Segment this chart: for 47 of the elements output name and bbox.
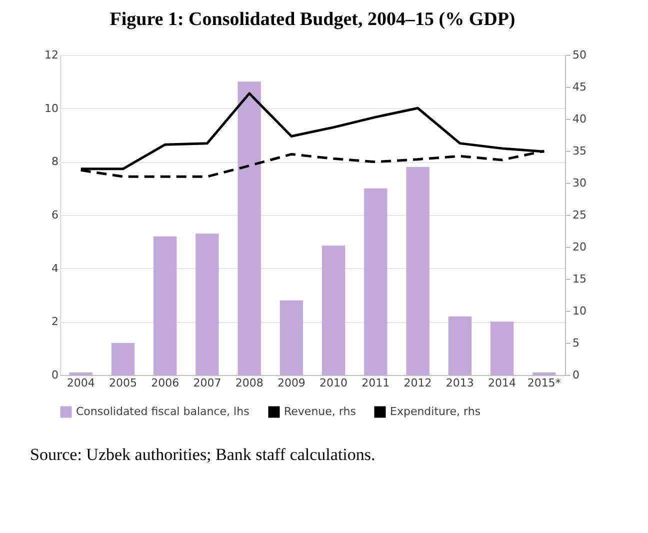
- x-tick-label: 2009: [277, 376, 306, 390]
- bar: [196, 234, 219, 375]
- x-tick-label: 2005: [108, 376, 137, 390]
- bar: [69, 372, 92, 375]
- y2-tick-label: 25: [572, 208, 586, 222]
- bar: [280, 300, 304, 375]
- bar: [322, 246, 346, 375]
- x-tick-label: 2013: [446, 376, 474, 390]
- source-note: Source: Uzbek authorities; Bank staff calculations.: [30, 445, 376, 464]
- y2-tick-label: 5: [572, 336, 580, 350]
- y2-tick-label: 15: [572, 272, 586, 286]
- x-tick-label: 2014: [488, 376, 516, 390]
- x-tick-label: 2010: [320, 376, 348, 390]
- x-tick-label: 2015*: [527, 376, 562, 390]
- chart-title: Figure 1: Consolidated Budget, 2004–15 (% GDP): [110, 9, 516, 30]
- y-tick-label: 12: [44, 48, 58, 62]
- y-tick-label: 2: [52, 315, 58, 328]
- y2-tick-label: 10: [572, 304, 586, 318]
- bar: [532, 372, 556, 375]
- y-tick-label: 4: [52, 262, 58, 275]
- y2-tick-label: 50: [572, 48, 586, 62]
- legend-label: Revenue, rhs: [284, 405, 356, 418]
- y2-tick-label: 0: [572, 368, 580, 382]
- bar: [448, 316, 472, 375]
- y-tick-label: 10: [44, 102, 58, 115]
- y-tick-label: 8: [52, 155, 58, 168]
- bar: [154, 236, 177, 375]
- x-tick-label: 2012: [404, 376, 432, 390]
- bar: [111, 343, 135, 375]
- y2-tick-label: 35: [572, 144, 586, 158]
- y-tick-label: 6: [52, 208, 58, 222]
- y2-tick-label: 40: [572, 112, 586, 126]
- y2-tick-label: 30: [572, 176, 586, 190]
- y-tick-label: 0: [52, 368, 58, 382]
- legend-label: Consolidated fiscal balance, lhs: [76, 405, 250, 418]
- bar: [364, 188, 388, 375]
- x-tick-label: 2007: [193, 376, 222, 390]
- x-tick-label: 2008: [235, 376, 264, 390]
- legend-label: Expenditure, rhs: [390, 405, 481, 418]
- x-tick-label: 2006: [151, 376, 180, 390]
- bar: [238, 82, 261, 375]
- bar: [406, 167, 430, 375]
- x-tick-label: 2004: [66, 376, 95, 390]
- x-tick-label: 2011: [362, 376, 390, 390]
- y2-tick-label: 20: [572, 240, 586, 254]
- y2-tick-label: 45: [572, 80, 586, 94]
- bar: [490, 322, 514, 375]
